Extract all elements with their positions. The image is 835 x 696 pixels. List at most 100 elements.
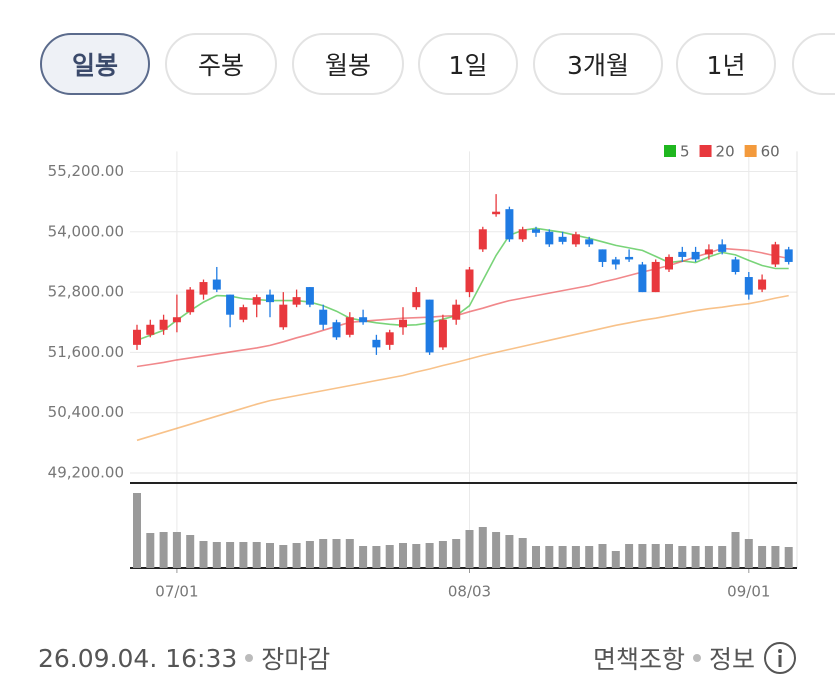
volume-bar xyxy=(731,532,740,568)
footer-right: 면책조항 정보 xyxy=(593,640,797,676)
period-tab[interactable]: 월봉 xyxy=(292,33,404,95)
volume-bar xyxy=(133,493,141,568)
volume-bar xyxy=(279,545,288,568)
volume-bar xyxy=(372,546,381,568)
moving-average-line xyxy=(136,227,789,342)
volume-bar xyxy=(758,546,767,568)
volume-bar xyxy=(425,543,434,568)
candle-body xyxy=(771,244,780,265)
y-tick-label: 49,200.00 xyxy=(48,464,124,482)
candle-body xyxy=(186,289,195,313)
candle-body xyxy=(691,251,700,260)
candle-body xyxy=(571,234,580,245)
period-tab[interactable]: 1일 xyxy=(418,33,518,95)
candle-body xyxy=(399,319,407,328)
candle-body xyxy=(478,229,487,250)
candle-body xyxy=(611,259,620,265)
volume-bar xyxy=(438,541,447,568)
volume-bar xyxy=(478,527,487,568)
volume-bar xyxy=(172,532,181,568)
legend-label: 60 xyxy=(761,143,780,161)
legend-swatch xyxy=(744,145,757,157)
volume-bar xyxy=(385,545,394,568)
candle-body xyxy=(385,332,394,345)
volume-bar xyxy=(771,546,780,568)
y-tick-label: 52,800.00 xyxy=(48,283,124,301)
info-icon[interactable] xyxy=(763,641,797,675)
legend-swatch xyxy=(664,145,676,157)
candle-body xyxy=(744,277,753,295)
candle-body xyxy=(345,317,354,335)
volume-bar xyxy=(452,539,461,568)
volume-bar xyxy=(691,546,700,568)
candle-body xyxy=(212,279,221,290)
volume-bar xyxy=(252,542,261,568)
legend-label: 5 xyxy=(680,143,690,161)
volume-bar xyxy=(345,539,354,568)
datetime: 26.09.04. 16:33 xyxy=(38,643,238,673)
separator-dot xyxy=(245,654,254,662)
candle-body xyxy=(518,229,527,240)
candle-body xyxy=(252,297,261,305)
volume-bar xyxy=(492,532,501,568)
volume-bar xyxy=(199,541,208,568)
candle-body xyxy=(266,294,274,303)
volume-bar xyxy=(598,544,607,568)
volume-bar xyxy=(744,539,753,568)
period-tab[interactable]: 1년 xyxy=(676,33,776,95)
separator-dot xyxy=(692,654,701,662)
candle-body xyxy=(625,256,634,260)
candle-body xyxy=(704,249,713,255)
volume-bar xyxy=(718,546,727,568)
volume-bar xyxy=(704,546,713,568)
legend-label: 20 xyxy=(716,143,735,161)
candle-body xyxy=(279,304,288,328)
volume-bar xyxy=(332,539,341,568)
y-tick-label: 51,600.00 xyxy=(48,343,124,361)
candle-body xyxy=(372,339,381,348)
volume-bar xyxy=(412,544,421,568)
volume-bar xyxy=(465,530,474,568)
candle-body xyxy=(133,329,141,345)
candle-body xyxy=(319,309,328,325)
volume-bar xyxy=(399,543,407,568)
volume-bar xyxy=(505,535,514,568)
candle-body xyxy=(758,279,767,290)
candle-body xyxy=(172,317,181,323)
candle-body xyxy=(239,307,248,320)
volume-bar xyxy=(305,541,314,568)
disclaimer-link[interactable]: 면책조항 xyxy=(592,645,685,674)
candle-body xyxy=(731,259,740,272)
period-tab[interactable]: 일봉 xyxy=(40,33,150,95)
volume-bar xyxy=(611,551,620,568)
y-tick-label: 54,000.00 xyxy=(48,222,124,240)
volume-bar xyxy=(532,546,540,568)
volume-bar xyxy=(159,532,168,568)
period-tab[interactable]: 3개월 xyxy=(533,33,663,95)
candle-body xyxy=(638,264,647,293)
period-tab[interactable]: 주봉 xyxy=(165,33,277,95)
info-link[interactable]: 정보 xyxy=(708,645,755,674)
candle-body xyxy=(558,236,567,242)
volume-bar xyxy=(678,546,687,568)
volume-bar xyxy=(665,544,673,568)
y-tick-label: 55,200.00 xyxy=(48,162,124,180)
chart: 49,200.00 50,400.00 51,600.00 52,800.00 54,0… xyxy=(48,143,798,601)
volume-bar xyxy=(212,542,221,568)
legend-swatch xyxy=(699,145,712,157)
candle-body xyxy=(678,251,687,257)
candle-body xyxy=(305,287,314,305)
volume-bar xyxy=(585,546,594,568)
candle-body xyxy=(452,304,461,320)
candle-body xyxy=(332,322,341,338)
candle-body xyxy=(598,249,607,262)
moving-average-line xyxy=(136,294,789,442)
candle-body xyxy=(159,319,168,330)
volume-bar xyxy=(226,542,235,568)
candle-body xyxy=(492,211,501,215)
footer-left: 26.09.04. 16:33 장마감 xyxy=(38,640,330,676)
candle-body xyxy=(199,282,208,295)
volume-bar xyxy=(319,539,328,568)
y-tick-label: 50,400.00 xyxy=(48,403,124,421)
